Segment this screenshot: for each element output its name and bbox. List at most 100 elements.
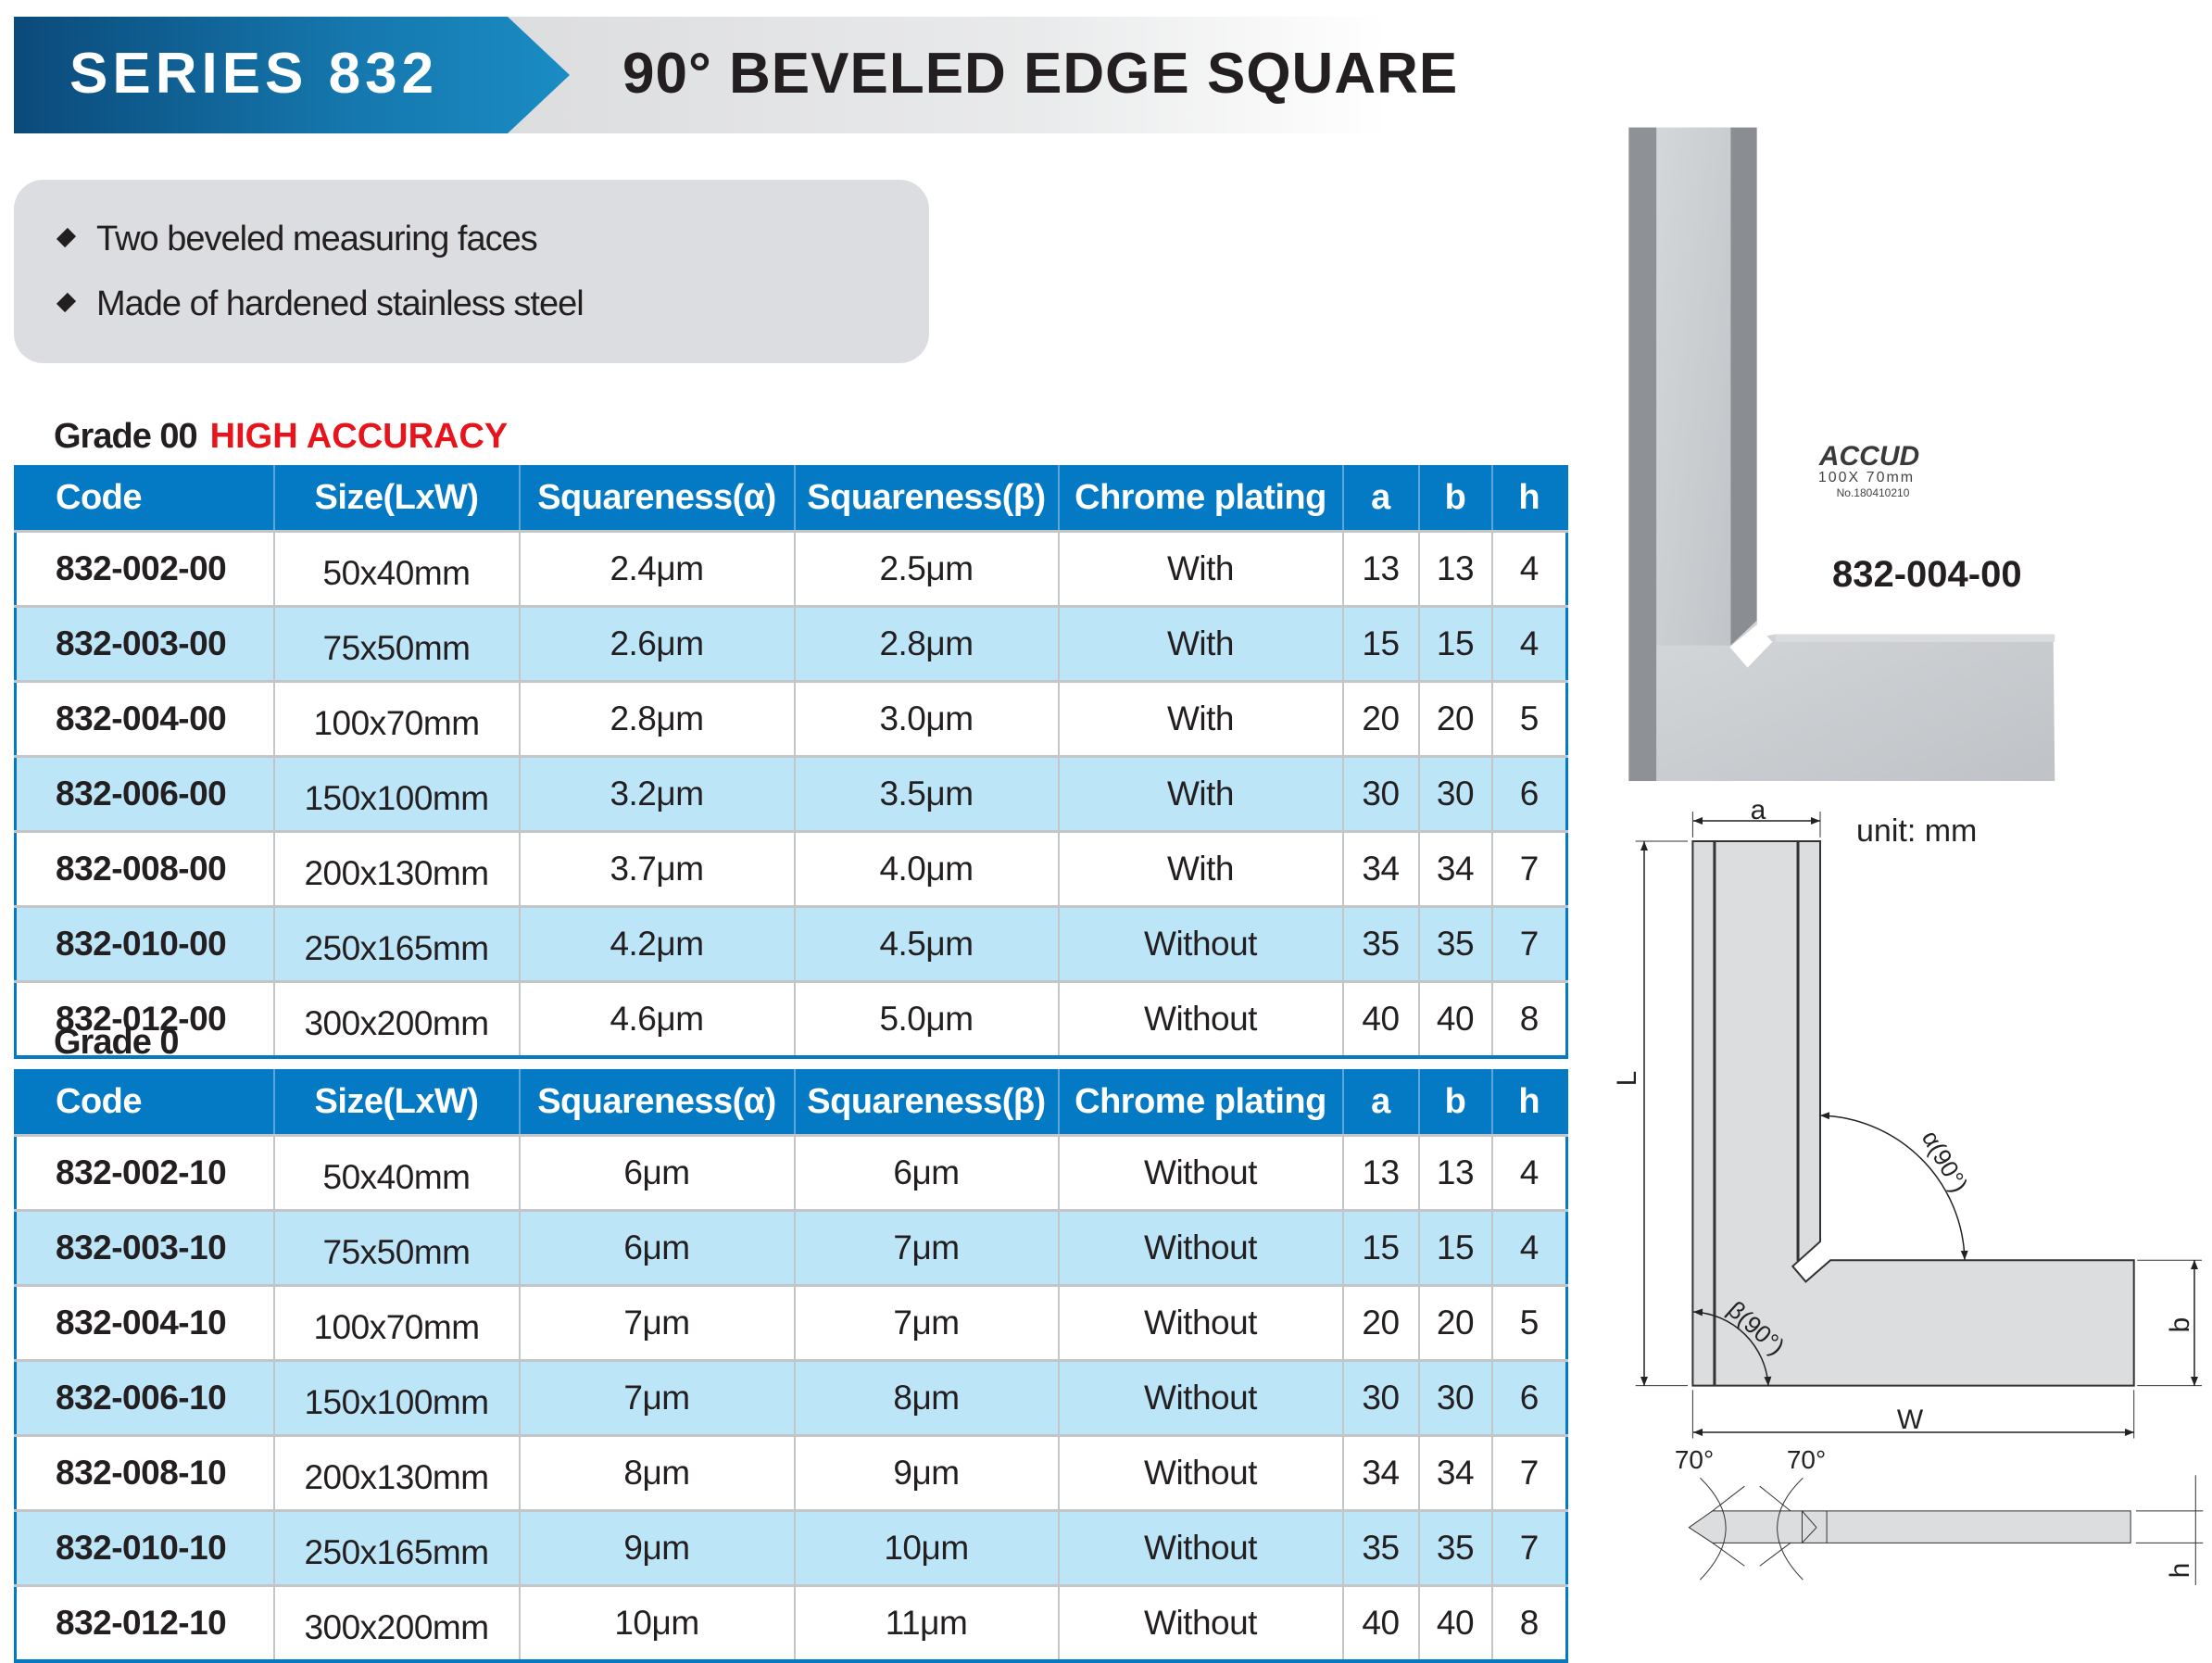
dim-h-label: h xyxy=(2165,1563,2195,1579)
table-cell: 8 xyxy=(1490,980,1567,1057)
table-cell: 20 xyxy=(1341,1284,1419,1361)
table-row: 832-006-00 150x100mm 3.2μm 3.5μm With 30 30 6 xyxy=(15,755,1567,832)
table-cell: 50x40mm xyxy=(272,530,520,607)
table-cell: 832-002-00 xyxy=(15,530,274,607)
table-cell: Without xyxy=(1057,1134,1343,1211)
column-header: Size(LxW) xyxy=(272,465,520,532)
table-cell: 8μm xyxy=(518,1434,795,1511)
table-cell: 300x200mm xyxy=(272,980,520,1057)
column-header: a xyxy=(1341,1069,1419,1136)
page-title: 90° BEVELED EDGE SQUARE xyxy=(622,42,1459,106)
table-cell: 2.6μm xyxy=(518,605,795,682)
column-header: Squareness(β) xyxy=(793,1069,1059,1136)
table-cell: 150x100mm xyxy=(272,1359,520,1436)
bevel-angle-right: 70° xyxy=(1787,1445,1826,1474)
grade00-table: Code Size(LxW) Squareness(α) Squareness(β) C… xyxy=(14,465,1568,1059)
dim-L-label: L xyxy=(1612,1071,1642,1087)
table-cell: 35 xyxy=(1341,1509,1419,1586)
table-cell: 15 xyxy=(1341,1209,1419,1286)
bevel-angle-left: 70° xyxy=(1675,1445,1714,1474)
table-cell: 7 xyxy=(1490,830,1567,907)
column-header: b xyxy=(1417,465,1492,532)
table-cell: 100x70mm xyxy=(272,680,520,757)
table-cell: 2.5μm xyxy=(793,530,1059,607)
table-row: 832-002-10 50x40mm 6μm 6μm Without 13 13 4 xyxy=(15,1134,1567,1211)
header-series-band xyxy=(14,17,570,133)
table-cell: 832-004-00 xyxy=(15,680,274,757)
table-cell: 34 xyxy=(1417,1434,1492,1511)
table-cell: 832-008-00 xyxy=(15,830,274,907)
table-cell: Without xyxy=(1057,1359,1343,1436)
column-header: b xyxy=(1417,1069,1492,1136)
table-cell: 8 xyxy=(1490,1584,1567,1661)
brand-logo: ACCUD xyxy=(1818,441,1919,472)
table-cell: 7μm xyxy=(518,1359,795,1436)
feature-item: Made of hardened stainless steel xyxy=(56,283,584,324)
table-cell: 832-012-00 xyxy=(15,980,274,1057)
table-row: 832-003-10 75x50mm 6μm 7μm Without 15 15 4 xyxy=(15,1209,1567,1286)
column-header: Code xyxy=(15,1069,274,1136)
table-cell: 34 xyxy=(1417,830,1492,907)
table-cell: 4.2μm xyxy=(518,905,795,982)
engraving-number: No.180410210 xyxy=(1837,486,1910,499)
table-cell: Without xyxy=(1057,905,1343,982)
table-cell: 13 xyxy=(1417,530,1492,607)
table-cell: 3.7μm xyxy=(518,830,795,907)
table-cell: Without xyxy=(1057,1284,1343,1361)
feature-item: Two beveled measuring faces xyxy=(56,219,538,259)
table-cell: 6μm xyxy=(793,1134,1059,1211)
table-cell: 832-010-00 xyxy=(15,905,274,982)
column-header: Squareness(β) xyxy=(793,465,1059,532)
table-cell: 15 xyxy=(1417,1209,1492,1286)
table-cell: 35 xyxy=(1417,905,1492,982)
table-cell: 35 xyxy=(1341,905,1419,982)
dim-W-label: W xyxy=(1897,1405,1924,1435)
table-cell: 832-002-10 xyxy=(15,1134,274,1211)
table-cell: 30 xyxy=(1417,755,1492,832)
table-cell: 7 xyxy=(1490,905,1567,982)
table-cell: 30 xyxy=(1417,1359,1492,1436)
table-row: 832-002-00 50x40mm 2.4μm 2.5μm With 13 13 4 xyxy=(15,530,1567,607)
technical-drawing: a unit: mm L α(90°) β(90°) b W 70° 70° h xyxy=(1612,795,2212,1594)
table-cell: 15 xyxy=(1341,605,1419,682)
table-cell: Without xyxy=(1057,1584,1343,1661)
table-row: 832-004-10 100x70mm 7μm 7μm Without 20 20 5 xyxy=(15,1284,1567,1361)
feature-text: Two beveled measuring faces xyxy=(96,220,538,258)
table-cell: 250x165mm xyxy=(272,905,520,982)
table-row: 832-008-00 200x130mm 3.7μm 4.0μm With 34 34 7 xyxy=(15,830,1567,907)
grade-label: Grade 0 xyxy=(54,1023,180,1062)
table-cell: 832-004-10 xyxy=(15,1284,274,1361)
table-cell: With xyxy=(1057,605,1343,682)
table-cell: 200x130mm xyxy=(272,1434,520,1511)
table-cell: 40 xyxy=(1417,980,1492,1057)
table-cell: 4 xyxy=(1490,1209,1567,1286)
table-cell: 200x130mm xyxy=(272,830,520,907)
table-cell: 300x200mm xyxy=(272,1584,520,1661)
table-cell: 40 xyxy=(1341,980,1419,1057)
table-cell: With xyxy=(1057,755,1343,832)
table-cell: 250x165mm xyxy=(272,1509,520,1586)
table-cell: 40 xyxy=(1341,1584,1419,1661)
feature-text: Made of hardened stainless steel xyxy=(96,284,584,323)
table-cell: 20 xyxy=(1417,1284,1492,1361)
table-cell: 9μm xyxy=(518,1509,795,1586)
table-cell: 4.0μm xyxy=(793,830,1059,907)
table-cell: 4 xyxy=(1490,1134,1567,1211)
column-header: Chrome plating xyxy=(1057,1069,1343,1136)
table-cell: 4.5μm xyxy=(793,905,1059,982)
table-row: 832-010-00 250x165mm 4.2μm 4.5μm Without 35 35… xyxy=(15,905,1567,982)
table-cell: 35 xyxy=(1417,1509,1492,1586)
grade0-table: Code Size(LxW) Squareness(α) Squareness(β) C… xyxy=(14,1069,1568,1663)
table-cell: 7 xyxy=(1490,1434,1567,1511)
high-accuracy-label: HIGH ACCURACY xyxy=(209,417,509,456)
table-header-row: Code Size(LxW) Squareness(α) Squareness(β) C… xyxy=(15,465,1567,532)
table-cell: 10μm xyxy=(518,1584,795,1661)
table-cell: 5 xyxy=(1490,680,1567,757)
table-cell: 6 xyxy=(1490,1359,1567,1436)
table-cell: 30 xyxy=(1341,755,1419,832)
column-header: a xyxy=(1341,465,1419,532)
column-header: Chrome plating xyxy=(1057,465,1343,532)
table-cell: 13 xyxy=(1341,1134,1419,1211)
table-cell: 2.4μm xyxy=(518,530,795,607)
table-cell: 7 xyxy=(1490,1509,1567,1586)
